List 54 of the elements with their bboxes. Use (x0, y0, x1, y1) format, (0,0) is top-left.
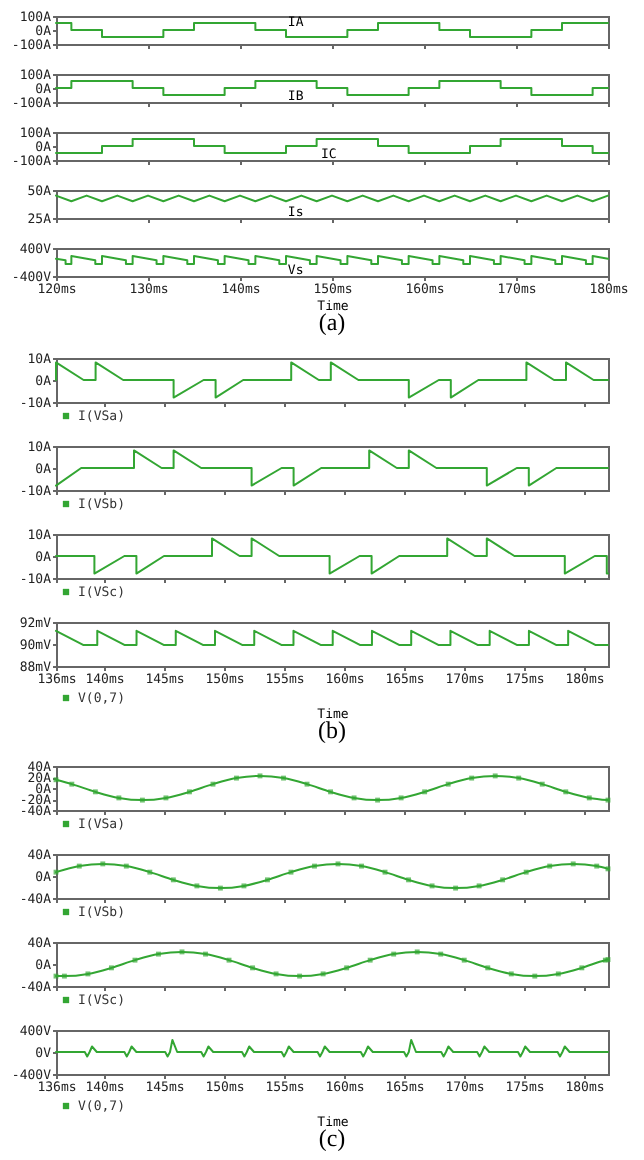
point (92, 789, 98, 795)
point (69, 781, 75, 787)
point (320, 971, 326, 977)
line-series (53, 773, 611, 803)
point (438, 951, 444, 957)
point (194, 883, 200, 889)
point (241, 883, 247, 889)
point (170, 877, 176, 883)
point (123, 863, 129, 869)
point (485, 965, 491, 971)
point (414, 949, 420, 955)
point (547, 863, 553, 869)
point (250, 965, 256, 971)
text: (c) (318, 1124, 346, 1152)
point (264, 877, 270, 883)
line-series (53, 861, 611, 891)
point (76, 863, 82, 869)
point (492, 773, 498, 779)
point (586, 795, 592, 801)
point (523, 869, 529, 875)
point (579, 965, 585, 971)
point (469, 775, 475, 781)
point (516, 775, 522, 781)
point (429, 883, 435, 889)
point (570, 861, 576, 867)
line-series (55, 1038, 609, 1058)
point (398, 795, 404, 801)
point (555, 971, 561, 977)
point (539, 781, 545, 787)
point (532, 973, 538, 979)
point (147, 869, 153, 875)
point (351, 795, 357, 801)
point (445, 781, 451, 787)
point (273, 971, 279, 977)
text: (a) (318, 308, 346, 336)
point (85, 971, 91, 977)
point (500, 877, 506, 883)
point (116, 795, 122, 801)
point (100, 861, 106, 867)
point (344, 965, 350, 971)
point (508, 971, 514, 977)
point (391, 951, 397, 957)
point (461, 957, 467, 963)
point (406, 877, 412, 883)
point (476, 883, 482, 889)
point (163, 795, 169, 801)
point (563, 789, 569, 795)
point (186, 789, 192, 795)
point (328, 789, 334, 795)
point (422, 789, 428, 795)
point (108, 965, 114, 971)
point (367, 957, 373, 963)
point (594, 863, 600, 869)
text: (b) (318, 716, 346, 744)
